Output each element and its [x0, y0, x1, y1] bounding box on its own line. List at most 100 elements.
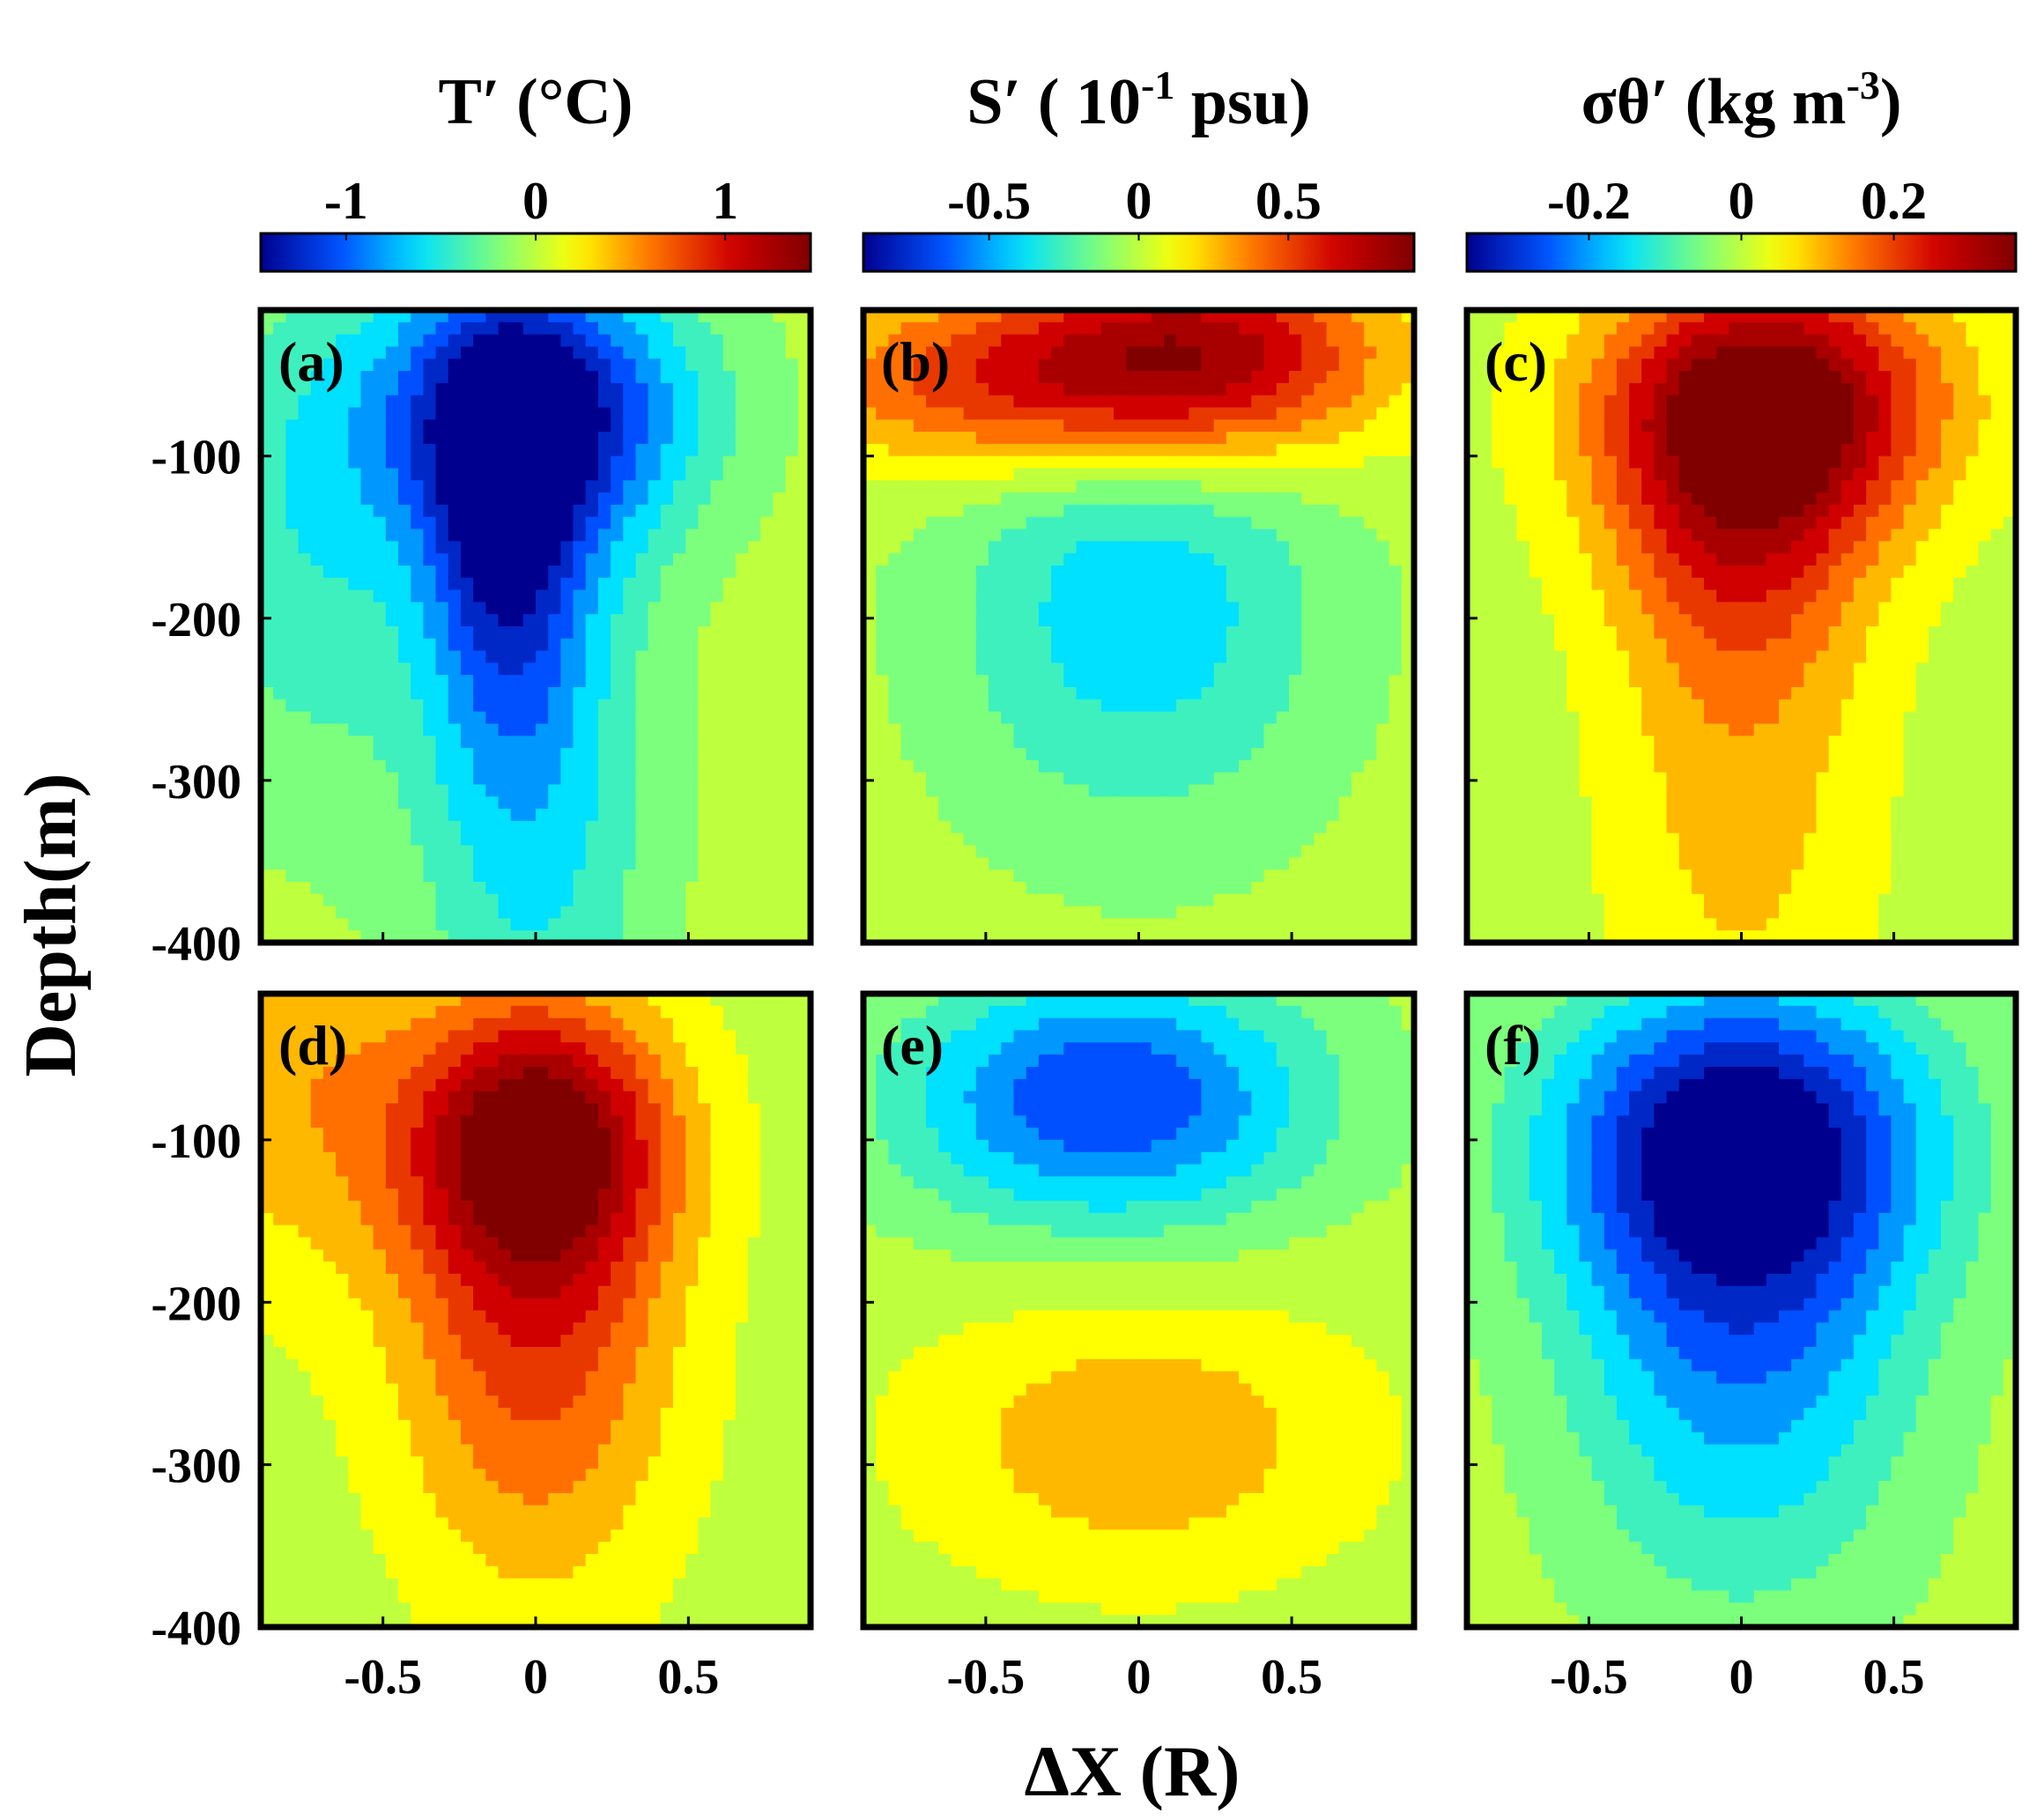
contour-cell	[1389, 832, 1403, 847]
contour-cell	[863, 334, 877, 348]
contour-cell	[1276, 809, 1290, 822]
contour-cell	[913, 687, 927, 700]
contour-cell	[310, 687, 324, 700]
contour-cell	[623, 455, 637, 470]
contour-cell	[735, 699, 749, 713]
contour-cell	[876, 346, 890, 359]
contour-cell	[1853, 310, 1867, 323]
contour-cell	[1026, 796, 1040, 810]
contour-cell	[435, 748, 449, 761]
contour-cell	[710, 455, 724, 470]
contour-cell	[698, 832, 712, 847]
contour-cell	[1828, 371, 1842, 384]
contour-cell	[536, 504, 549, 518]
contour-cell	[1076, 443, 1090, 457]
contour-cell	[926, 602, 939, 615]
contour-cell	[1376, 772, 1390, 786]
contour-cell	[1051, 906, 1065, 920]
contour-cell	[1076, 553, 1090, 566]
contour-cell	[1226, 711, 1240, 725]
contour-cell	[1051, 882, 1065, 895]
contour-cell	[385, 566, 399, 579]
contour-cell	[573, 553, 587, 566]
contour-cell	[963, 359, 977, 372]
contour-cell	[698, 638, 712, 652]
contour-cell	[1126, 310, 1140, 323]
contour-cell	[1226, 566, 1240, 579]
contour-cell	[1163, 614, 1177, 627]
contour-cell	[1013, 723, 1027, 737]
contour-cell	[989, 468, 1002, 482]
contour-cell	[1126, 662, 1140, 676]
contour-cell	[1990, 310, 2004, 323]
contour-cell	[611, 310, 625, 323]
contour-cell	[938, 736, 952, 749]
contour-cell	[398, 334, 411, 348]
contour-cell	[1038, 893, 1052, 907]
contour-cell	[698, 371, 712, 384]
contour-cell	[1338, 784, 1352, 798]
contour-cell	[298, 614, 312, 627]
contour-cell	[1301, 359, 1315, 372]
contour-cell	[423, 918, 437, 931]
contour-cell	[310, 845, 324, 859]
contour-cell	[348, 395, 362, 409]
contour-cell	[261, 310, 274, 323]
contour-cell	[951, 662, 965, 676]
contour-cell	[498, 468, 512, 482]
contour-cell	[1213, 553, 1227, 566]
contour-cell	[261, 455, 274, 470]
contour-cell	[863, 796, 877, 810]
contour-cell	[710, 480, 724, 493]
contour-cell	[1176, 432, 1190, 445]
contour-cell	[760, 796, 774, 810]
contour-cell	[1591, 310, 1605, 323]
contour-cell	[1314, 820, 1328, 834]
contour-cell	[385, 346, 399, 359]
contour-cell	[1729, 371, 1743, 384]
contour-cell	[1026, 455, 1040, 470]
contour-cell	[975, 662, 989, 676]
contour-cell	[1026, 687, 1040, 700]
contour-cell	[1251, 675, 1265, 688]
contour-cell	[373, 346, 387, 359]
contour-cell	[975, 419, 989, 433]
contour-cell	[1941, 322, 1954, 336]
contour-cell	[722, 566, 737, 579]
contour-cell	[285, 516, 300, 530]
contour-cell	[989, 699, 1002, 713]
contour-cell	[1163, 516, 1177, 530]
contour-cell	[760, 723, 774, 737]
contour-cell	[660, 638, 674, 652]
contour-cell	[585, 589, 599, 603]
contour-cell	[1026, 322, 1040, 336]
contour-cell	[888, 541, 902, 554]
contour-cell	[310, 455, 324, 470]
contour-cell	[1479, 382, 1493, 396]
contour-cell	[1151, 602, 1165, 615]
contour-cell	[1026, 845, 1040, 859]
contour-cell	[1352, 602, 1365, 615]
contour-cell	[735, 529, 749, 543]
contour-cell	[510, 566, 524, 579]
contour-cell	[1151, 845, 1165, 859]
contour-cell	[975, 529, 989, 543]
contour-cell	[1189, 748, 1203, 761]
contour-cell	[938, 772, 952, 786]
contour-cell	[1239, 906, 1253, 920]
contour-cell	[1401, 845, 1414, 859]
contour-cell	[1704, 334, 1717, 348]
contour-cell	[2003, 395, 2016, 409]
y-tick-label: -100	[151, 431, 241, 485]
contour-cell	[1013, 759, 1027, 773]
contour-cell	[348, 322, 362, 336]
contour-cell	[360, 371, 374, 384]
contour-cell	[1063, 906, 1078, 920]
contour-cell	[1100, 711, 1115, 725]
contour-cell	[448, 784, 462, 798]
contour-cell	[1213, 589, 1227, 603]
contour-cell	[1389, 918, 1403, 931]
contour-cell	[888, 468, 902, 482]
contour-cell	[485, 577, 500, 591]
contour-cell	[1352, 809, 1365, 822]
